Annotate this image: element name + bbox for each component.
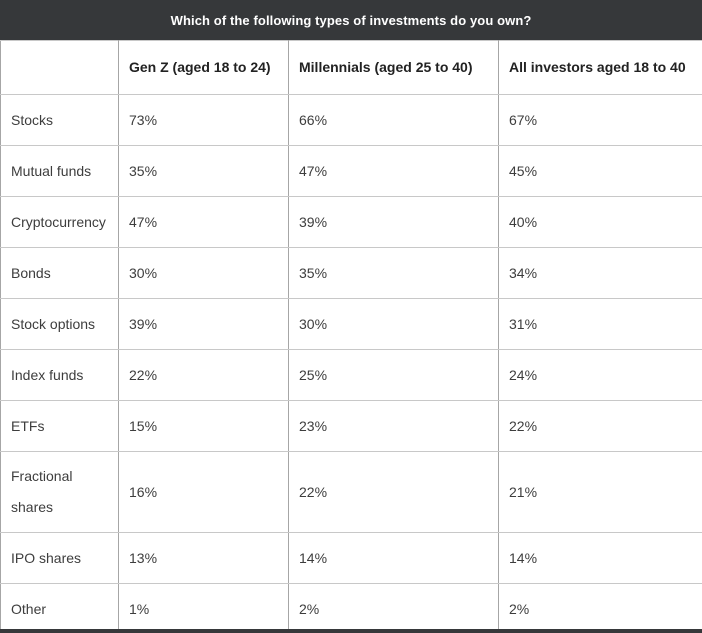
table-title-bar: Which of the following types of investme… xyxy=(0,0,702,40)
value-cell: 22% xyxy=(118,349,289,401)
column-header: Gen Z (aged 18 to 24) xyxy=(118,40,289,95)
value-cell: 31% xyxy=(498,298,702,350)
value-cell: 14% xyxy=(288,532,499,584)
value-cell: 21% xyxy=(498,451,702,533)
table-row: Bonds 30% 35% 34% xyxy=(0,247,702,299)
row-label: Bonds xyxy=(0,247,119,299)
value-cell: 13% xyxy=(118,532,289,584)
value-cell: 1% xyxy=(118,583,289,633)
row-label: Stock options xyxy=(0,298,119,350)
value-cell: 39% xyxy=(118,298,289,350)
value-cell: 14% xyxy=(498,532,702,584)
value-cell: 30% xyxy=(288,298,499,350)
value-cell: 2% xyxy=(498,583,702,633)
value-cell: 39% xyxy=(288,196,499,248)
value-cell: 16% xyxy=(118,451,289,533)
row-label: Fractional shares xyxy=(0,451,119,533)
value-cell: 40% xyxy=(498,196,702,248)
value-cell: 35% xyxy=(288,247,499,299)
value-cell: 66% xyxy=(288,94,499,146)
row-label: Cryptocurrency xyxy=(0,196,119,248)
bottom-border-bar xyxy=(0,629,702,633)
table-row: IPO shares 13% 14% 14% xyxy=(0,532,702,584)
table-row: Stocks 73% 66% 67% xyxy=(0,94,702,146)
column-header: All investors aged 18 to 40 xyxy=(498,40,702,95)
table-row: Fractional shares 16% 22% 21% xyxy=(0,451,702,533)
value-cell: 22% xyxy=(498,400,702,452)
value-cell: 73% xyxy=(118,94,289,146)
table-row: Index funds 22% 25% 24% xyxy=(0,349,702,401)
value-cell: 23% xyxy=(288,400,499,452)
row-label: Mutual funds xyxy=(0,145,119,197)
value-cell: 30% xyxy=(118,247,289,299)
row-label: ETFs xyxy=(0,400,119,452)
value-cell: 15% xyxy=(118,400,289,452)
table-row: Stock options 39% 30% 31% xyxy=(0,298,702,350)
value-cell: 2% xyxy=(288,583,499,633)
row-label: Other xyxy=(0,583,119,633)
value-cell: 22% xyxy=(288,451,499,533)
table-title-text: Which of the following types of investme… xyxy=(170,12,532,28)
table-row: Cryptocurrency 47% 39% 40% xyxy=(0,196,702,248)
row-label: Stocks xyxy=(0,94,119,146)
value-cell: 24% xyxy=(498,349,702,401)
value-cell: 47% xyxy=(288,145,499,197)
value-cell: 47% xyxy=(118,196,289,248)
value-cell: 25% xyxy=(288,349,499,401)
value-cell: 34% xyxy=(498,247,702,299)
value-cell: 67% xyxy=(498,94,702,146)
value-cell: 45% xyxy=(498,145,702,197)
column-header-empty xyxy=(0,40,119,95)
column-header: Millennials (aged 25 to 40) xyxy=(288,40,499,95)
investment-ownership-table: Gen Z (aged 18 to 24) Millennials (aged 2… xyxy=(0,40,702,633)
column-header-row: Gen Z (aged 18 to 24) Millennials (aged 2… xyxy=(0,40,702,95)
table-row: Mutual funds 35% 47% 45% xyxy=(0,145,702,197)
table-row: ETFs 15% 23% 22% xyxy=(0,400,702,452)
row-label: IPO shares xyxy=(0,532,119,584)
row-label: Index funds xyxy=(0,349,119,401)
table-row: Other 1% 2% 2% xyxy=(0,583,702,633)
value-cell: 35% xyxy=(118,145,289,197)
